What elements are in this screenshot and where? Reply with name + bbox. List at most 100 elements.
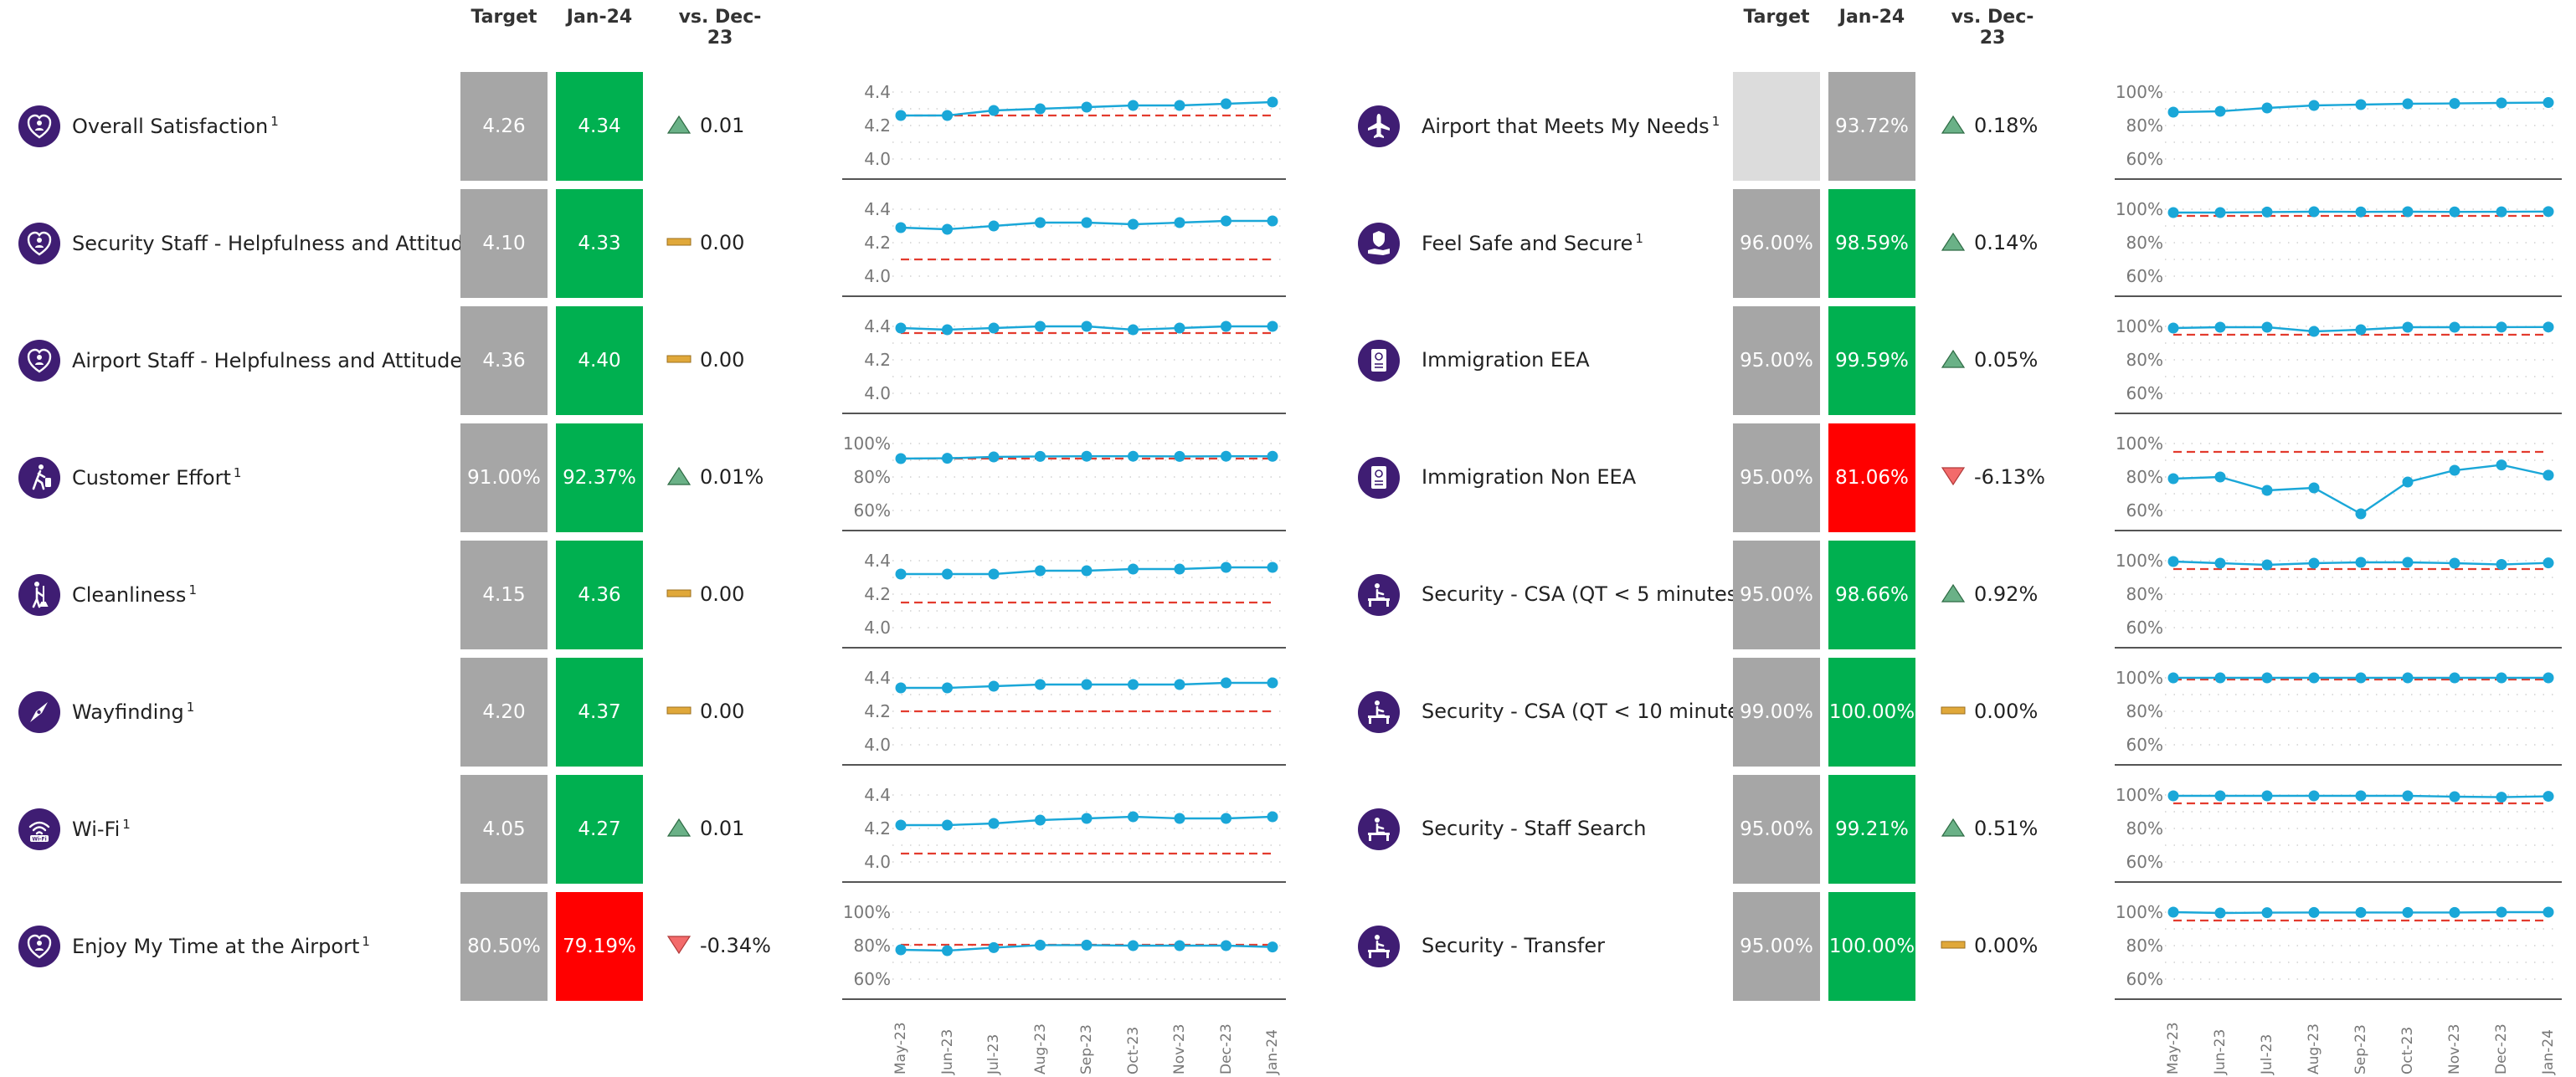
- data-point: [1081, 939, 1093, 951]
- data-point: [2402, 790, 2414, 802]
- data-point: [2308, 100, 2320, 111]
- data-point: [2214, 672, 2226, 684]
- current-value-tile: 4.37: [556, 658, 643, 767]
- up-arrow-icon: [666, 818, 692, 837]
- y-tick-label: 100%: [2116, 82, 2163, 102]
- y-tick-label: 60%: [2126, 266, 2163, 286]
- data-point: [1128, 563, 1139, 575]
- delta-value: 0.14%: [1974, 231, 2039, 254]
- target-tile: 91.00%: [460, 423, 548, 532]
- data-point: [895, 944, 907, 956]
- current-value-tile: 99.59%: [1828, 306, 1915, 415]
- delta-indicator: 0.92%: [1941, 582, 2038, 606]
- y-tick-label: 100%: [2116, 316, 2163, 336]
- data-point: [2355, 324, 2367, 336]
- data-point: [942, 945, 953, 956]
- data-point: [1174, 813, 1185, 824]
- kpi-row: Security - Staff Search 95.00% 99.21% 0.51%…: [0, 775, 2576, 884]
- y-tick-label: 4.4: [864, 199, 891, 219]
- data-point: [2543, 906, 2554, 918]
- data-point: [895, 568, 907, 580]
- y-tick-label: 80%: [2126, 584, 2163, 604]
- data-point: [1035, 814, 1046, 826]
- y-tick-label: 4.4: [864, 316, 891, 336]
- y-tick-label: 60%: [2126, 735, 2163, 755]
- data-point: [895, 453, 907, 464]
- data-point: [1221, 98, 1231, 110]
- data-point: [1128, 324, 1139, 336]
- sparkline-chart: 60% 80% 100%: [2115, 433, 2562, 531]
- data-point: [1267, 215, 1278, 227]
- data-point: [1267, 562, 1278, 573]
- kpi-row: Cleanliness 1 4.15 4.36 0.00 4.0 4.2 4.4: [0, 541, 2576, 649]
- data-point: [895, 222, 907, 233]
- data-point: [2543, 321, 2554, 333]
- current-value-tile: 81.06%: [1828, 423, 1915, 532]
- kpi-row: Airport Staff - Helpfulness and Attitude…: [0, 306, 2576, 415]
- data-point: [2449, 98, 2460, 110]
- data-point: [2543, 791, 2554, 803]
- data-point: [1221, 450, 1231, 462]
- kpi-row: Customer Effort 1 91.00% 92.37% 0.01% 60% 80% 1…: [0, 423, 2576, 532]
- y-tick-label: 60%: [2126, 852, 2163, 872]
- data-point: [1174, 100, 1185, 111]
- data-point: [1128, 218, 1139, 230]
- data-point: [895, 110, 907, 121]
- target-tile: 4.10: [460, 189, 548, 298]
- y-tick-label: 4.4: [864, 82, 891, 102]
- kpi-title: Airport that Meets My Needs: [1422, 115, 1710, 138]
- data-point: [2496, 559, 2507, 571]
- no-change-icon: [1941, 941, 1966, 949]
- y-tick-label: 80%: [854, 936, 891, 956]
- x-tick-label: Jan-24: [2540, 1029, 2557, 1074]
- delta-value: 0.01: [700, 817, 745, 840]
- delta-indicator: -0.34%: [666, 934, 771, 957]
- delta-indicator: 0.05%: [1941, 348, 2038, 372]
- target-tile: 95.00%: [1733, 306, 1820, 415]
- kpi-label: Overall Satisfaction 1: [72, 114, 279, 138]
- kpi-title: Security Staff - Helpfulness and Attitud…: [72, 232, 476, 255]
- kpi-title: Security - CSA (QT < 5 minutes): [1422, 582, 1746, 606]
- data-point: [2167, 906, 2179, 918]
- data-point: [2449, 557, 2460, 569]
- data-point: [1267, 96, 1278, 108]
- x-tick-label: Jan-24: [1264, 1029, 1281, 1074]
- kpi-title: Security - CSA (QT < 10 minutes): [1422, 700, 1758, 723]
- data-point: [2167, 207, 2179, 218]
- data-point: [2308, 672, 2320, 684]
- current-value-tile: 4.34: [556, 72, 643, 181]
- no-change-icon: [666, 706, 692, 715]
- y-tick-label: 60%: [2126, 149, 2163, 169]
- current-value-tile: 4.40: [556, 306, 643, 415]
- data-point: [2355, 206, 2367, 218]
- airplane-icon: [1358, 105, 1400, 147]
- footnote-marker: 1: [186, 700, 195, 715]
- target-tile: 95.00%: [1733, 423, 1820, 532]
- data-point: [895, 322, 907, 334]
- data-point: [2543, 206, 2554, 218]
- data-point: [988, 451, 1000, 463]
- data-point: [1081, 450, 1093, 462]
- data-point: [895, 682, 907, 694]
- delta-value: 0.51%: [1974, 817, 2039, 840]
- kpi-row: Immigration Non EEA 95.00% 81.06% -6.13% 60%…: [0, 423, 2576, 532]
- data-point: [1174, 322, 1185, 334]
- delta-indicator: 0.01: [666, 817, 744, 840]
- data-point: [2214, 557, 2226, 569]
- data-point: [942, 453, 953, 464]
- data-point: [2261, 206, 2273, 218]
- data-point: [1267, 321, 1278, 332]
- data-point: [2496, 792, 2507, 803]
- data-point: [2449, 206, 2460, 218]
- data-point: [2167, 672, 2179, 684]
- delta-indicator: 0.00: [666, 231, 744, 254]
- y-tick-label: 4.0: [864, 735, 891, 755]
- data-point: [2308, 906, 2320, 918]
- delta-indicator: -6.13%: [1941, 465, 2045, 489]
- data-point: [2214, 207, 2226, 218]
- data-point: [2261, 790, 2273, 802]
- data-point: [1267, 811, 1278, 823]
- data-point: [2167, 106, 2179, 118]
- kpi-row: Security Staff - Helpfulness and Attitud…: [0, 189, 2576, 298]
- kpi-label: Wayfinding 1: [72, 700, 194, 724]
